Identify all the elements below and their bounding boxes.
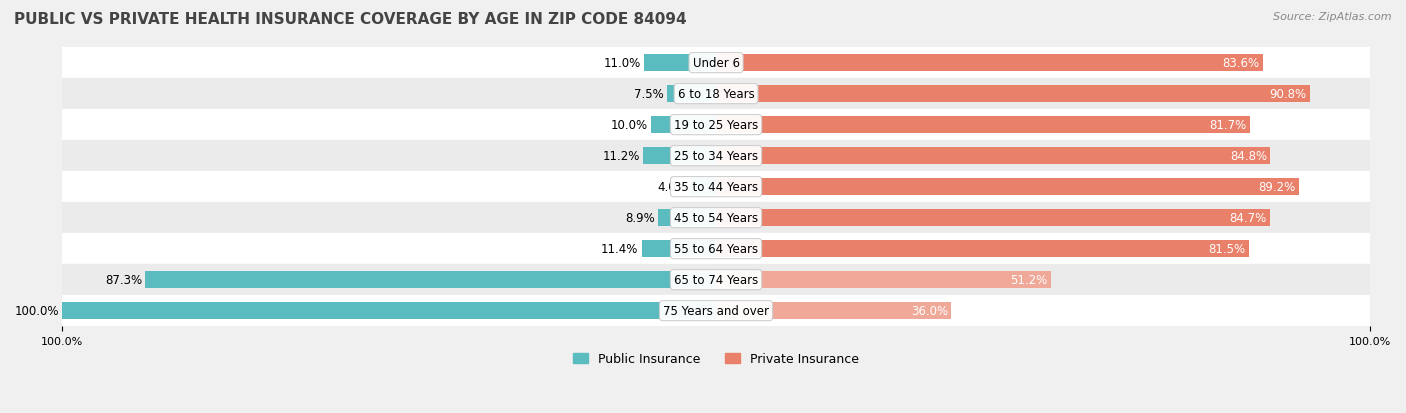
Bar — [62, 48, 1369, 79]
Text: 45 to 54 Years: 45 to 54 Years — [673, 211, 758, 225]
Text: 11.4%: 11.4% — [600, 242, 638, 256]
Text: 4.0%: 4.0% — [657, 181, 686, 194]
Text: 11.2%: 11.2% — [602, 150, 640, 163]
Bar — [62, 79, 1369, 110]
Bar — [658, 210, 716, 227]
Text: 90.8%: 90.8% — [1270, 88, 1306, 101]
Text: 51.2%: 51.2% — [1011, 273, 1047, 287]
Bar — [651, 117, 716, 134]
Bar — [643, 148, 716, 165]
Text: 55 to 64 Years: 55 to 64 Years — [673, 242, 758, 256]
Text: 8.9%: 8.9% — [624, 211, 655, 225]
Bar — [62, 141, 1369, 172]
Text: 75 Years and over: 75 Years and over — [664, 304, 769, 318]
Bar — [644, 55, 716, 72]
Bar — [62, 172, 1369, 203]
Text: Under 6: Under 6 — [693, 57, 740, 70]
Bar — [690, 179, 716, 196]
Bar — [62, 295, 1369, 326]
Text: 7.5%: 7.5% — [634, 88, 664, 101]
Bar — [641, 240, 716, 258]
Bar — [145, 271, 716, 289]
Bar — [716, 148, 1271, 165]
Bar — [62, 234, 1369, 264]
Text: 84.8%: 84.8% — [1230, 150, 1267, 163]
Bar — [62, 302, 716, 319]
Text: 36.0%: 36.0% — [911, 304, 948, 318]
Bar — [62, 110, 1369, 141]
Bar — [716, 86, 1310, 103]
Bar — [716, 302, 952, 319]
Text: 25 to 34 Years: 25 to 34 Years — [673, 150, 758, 163]
Text: 83.6%: 83.6% — [1222, 57, 1260, 70]
Text: 11.0%: 11.0% — [603, 57, 641, 70]
Text: 10.0%: 10.0% — [610, 119, 647, 132]
Text: Source: ZipAtlas.com: Source: ZipAtlas.com — [1274, 12, 1392, 22]
Bar — [62, 203, 1369, 234]
Text: 87.3%: 87.3% — [105, 273, 142, 287]
Text: 89.2%: 89.2% — [1258, 181, 1296, 194]
Text: 6 to 18 Years: 6 to 18 Years — [678, 88, 755, 101]
Text: 19 to 25 Years: 19 to 25 Years — [673, 119, 758, 132]
Bar — [716, 55, 1263, 72]
Bar — [716, 179, 1299, 196]
Text: 84.7%: 84.7% — [1229, 211, 1267, 225]
Bar — [716, 240, 1249, 258]
Bar — [62, 264, 1369, 295]
Text: 81.5%: 81.5% — [1209, 242, 1246, 256]
Bar — [666, 86, 716, 103]
Bar — [716, 117, 1250, 134]
Legend: Public Insurance, Private Insurance: Public Insurance, Private Insurance — [568, 347, 865, 370]
Text: PUBLIC VS PRIVATE HEALTH INSURANCE COVERAGE BY AGE IN ZIP CODE 84094: PUBLIC VS PRIVATE HEALTH INSURANCE COVER… — [14, 12, 686, 27]
Bar — [716, 210, 1270, 227]
Text: 35 to 44 Years: 35 to 44 Years — [673, 181, 758, 194]
Text: 100.0%: 100.0% — [14, 304, 59, 318]
Bar — [716, 271, 1050, 289]
Text: 65 to 74 Years: 65 to 74 Years — [673, 273, 758, 287]
Text: 81.7%: 81.7% — [1209, 119, 1247, 132]
